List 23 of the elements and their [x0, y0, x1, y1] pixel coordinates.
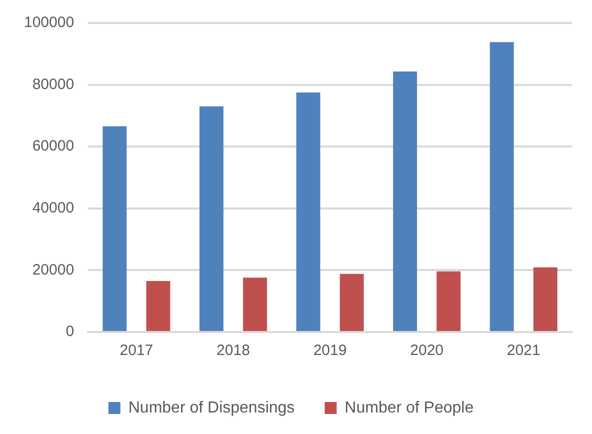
- y-tick-label: 100000: [24, 14, 74, 32]
- bar: [490, 42, 514, 331]
- bar: [340, 274, 364, 331]
- y-tick-label: 0: [66, 323, 74, 340]
- x-tick-label: 2018: [216, 342, 250, 360]
- y-tick-label: 40000: [32, 200, 74, 217]
- bar: [393, 72, 418, 331]
- bar: [296, 92, 320, 331]
- legend-label: Number of Dispensings: [128, 399, 295, 416]
- legend-label: Number of People: [344, 399, 474, 416]
- bar: [436, 271, 461, 331]
- bar: [146, 281, 170, 331]
- bar: [243, 278, 267, 331]
- x-tick-label: 2020: [410, 342, 444, 360]
- y-tick-label: 20000: [32, 261, 74, 278]
- y-tick-label: 80000: [32, 76, 74, 93]
- bar: [102, 126, 127, 331]
- x-tick-label: 2017: [120, 342, 154, 360]
- y-tick-label: 60000: [32, 138, 74, 155]
- x-tick-label: 2021: [506, 342, 540, 360]
- x-tick-label: 2019: [313, 342, 347, 360]
- bar: [533, 267, 558, 331]
- bar: [199, 106, 224, 331]
